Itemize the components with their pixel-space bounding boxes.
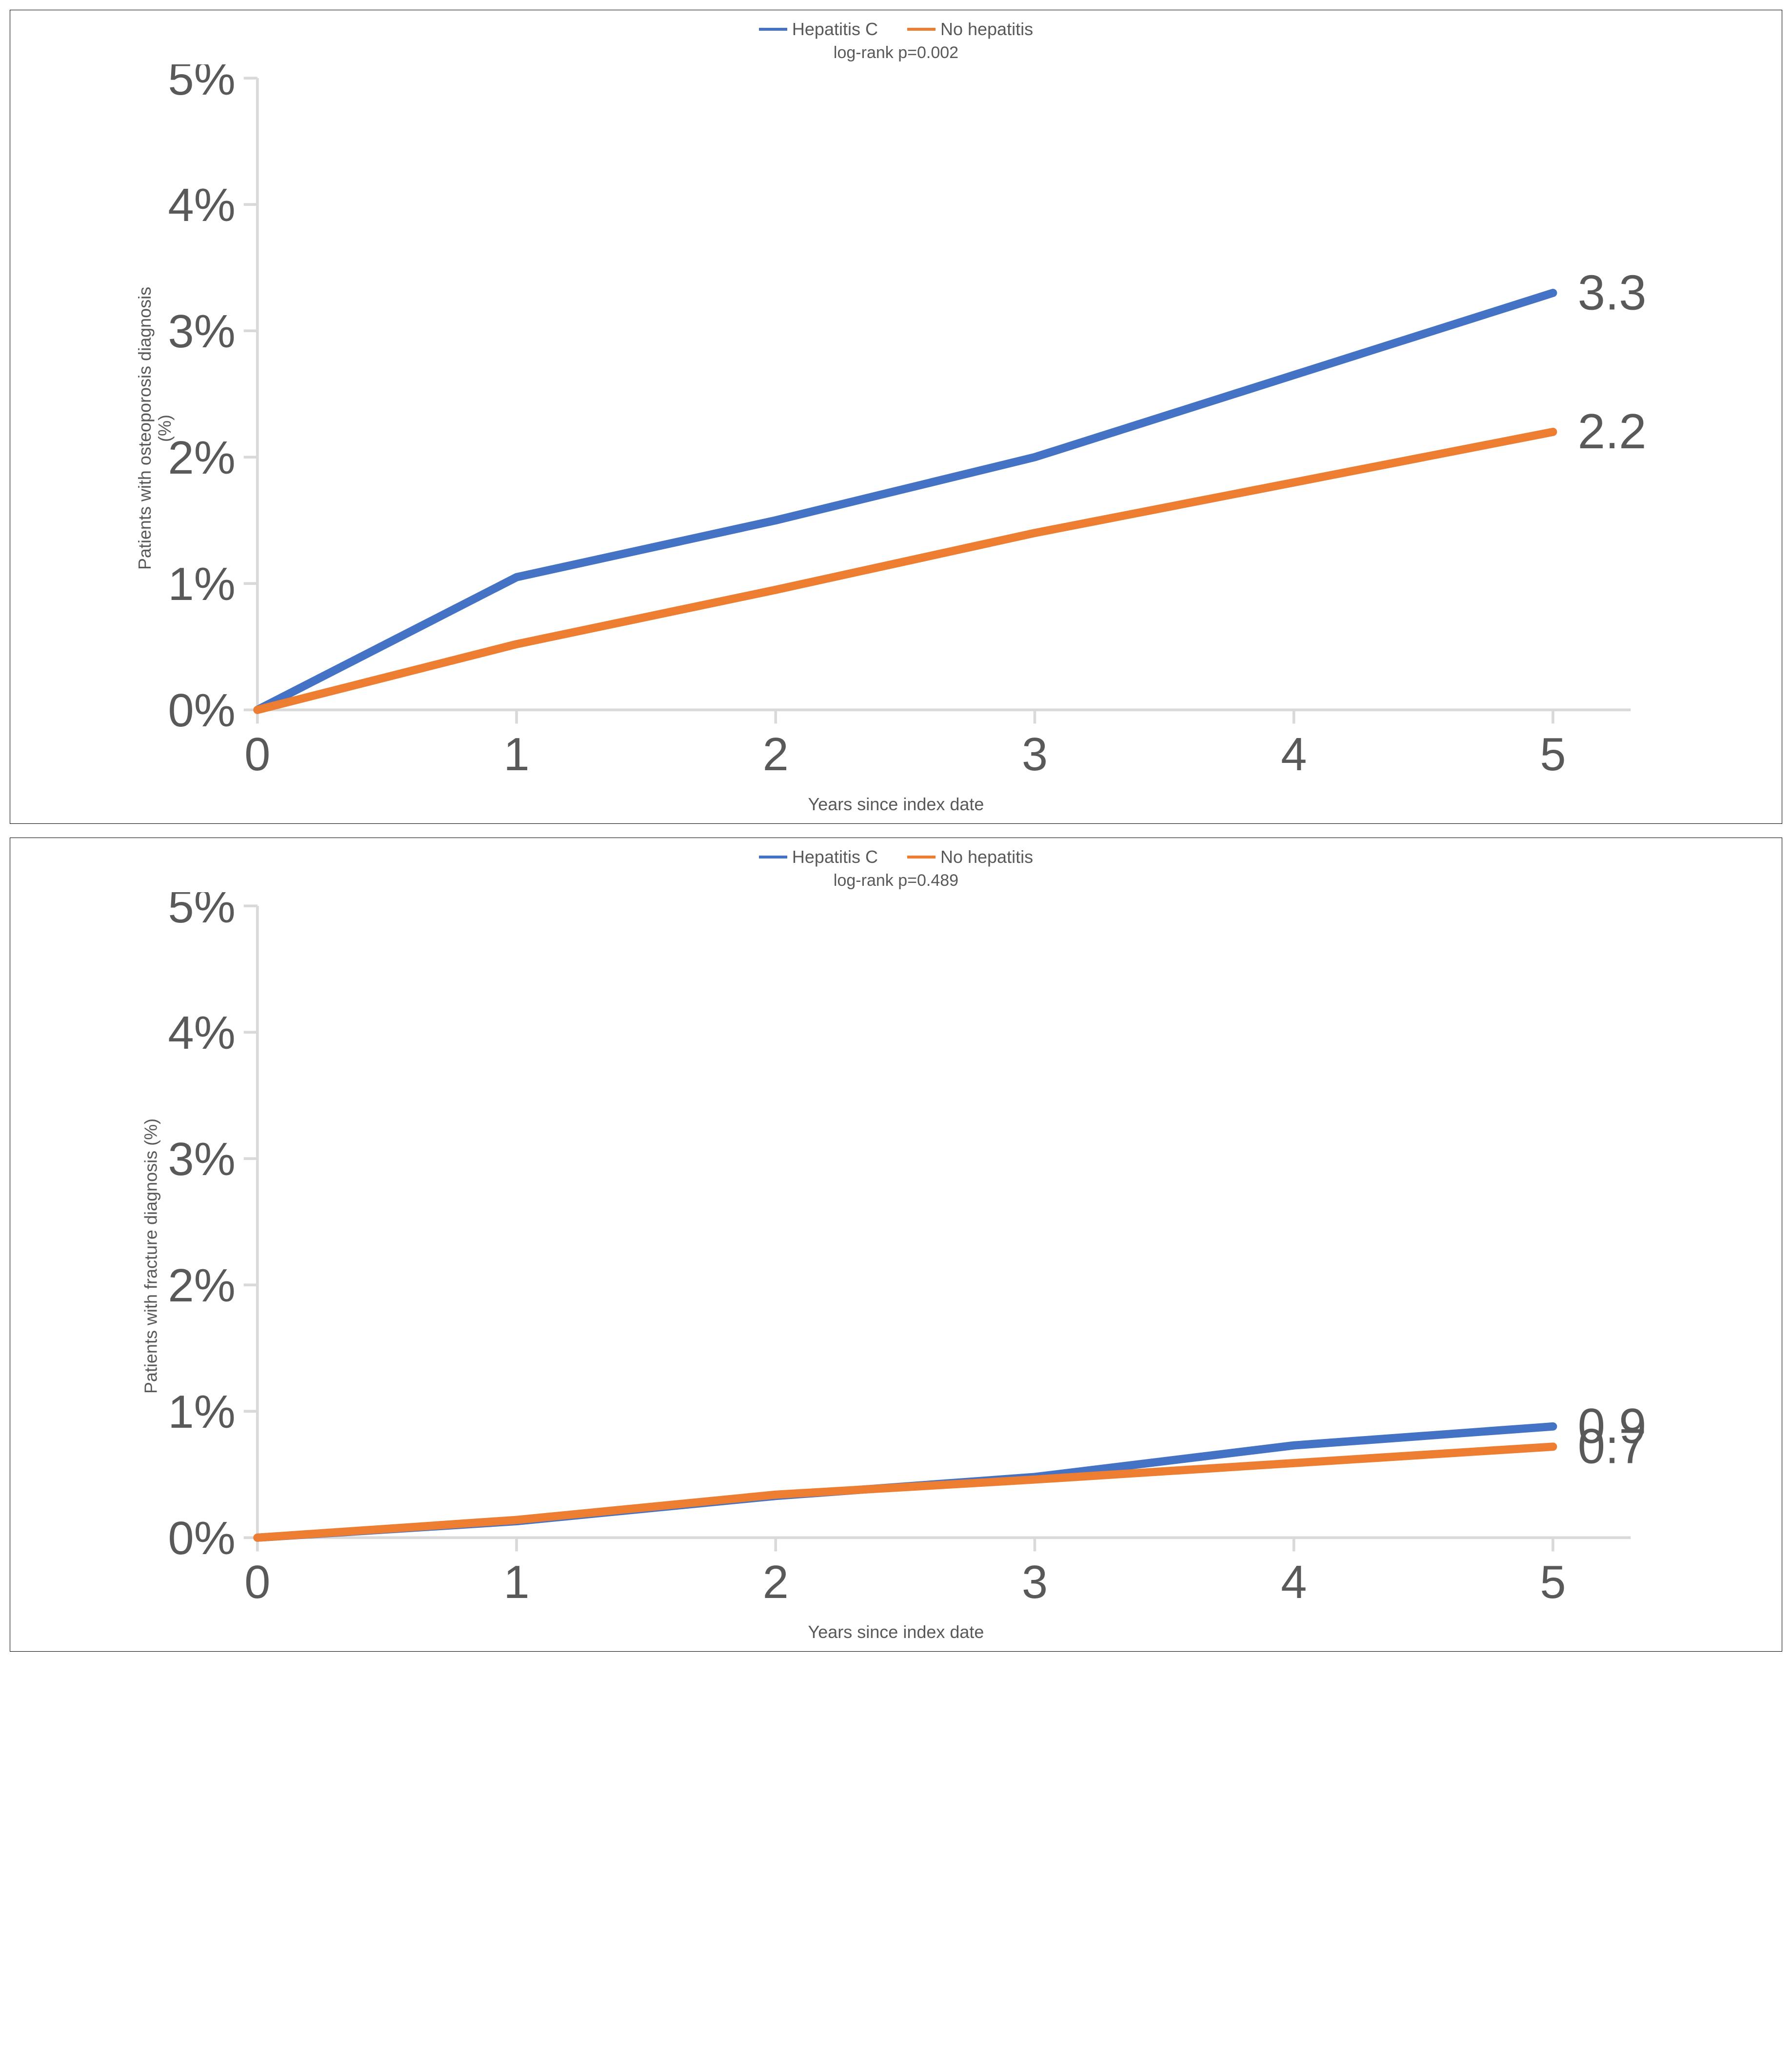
legend-label: Hepatitis C — [792, 847, 878, 867]
x-tick-label: 3 — [1022, 728, 1048, 780]
y-tick-label: 2% — [168, 432, 235, 484]
series-end-label: 3.3 — [1578, 265, 1647, 320]
series-line — [258, 293, 1553, 710]
y-tick-label: 1% — [168, 558, 235, 610]
legend-swatch — [759, 28, 787, 31]
annotation-text: log-rank p=0.002 — [10, 43, 1782, 62]
chart-panel-fracture: Hepatitis C No hepatitis log-rank p=0.489 P… — [10, 838, 1782, 1652]
legend-swatch — [907, 28, 936, 31]
x-axis-label: Years since index date — [10, 794, 1782, 823]
x-axis-label: Years since index date — [10, 1622, 1782, 1651]
x-tick-label: 1 — [503, 728, 529, 780]
legend-swatch — [907, 856, 936, 859]
x-tick-label: 5 — [1540, 1556, 1566, 1608]
legend: Hepatitis C No hepatitis — [10, 10, 1782, 42]
legend-item: Hepatitis C — [759, 847, 878, 867]
legend-item: Hepatitis C — [759, 19, 878, 40]
y-axis-label: Patients with osteoporosis diagnosis (%) — [135, 287, 175, 570]
figure-root: Hepatitis C No hepatitis log-rank p=0.002 P… — [10, 10, 1782, 1652]
legend-swatch — [759, 856, 787, 859]
y-tick-label: 3% — [168, 1133, 235, 1185]
x-tick-label: 2 — [763, 728, 789, 780]
plot-area: Patients with fracture diagnosis (%) 0% 1%… — [10, 892, 1782, 1620]
legend-item: No hepatitis — [907, 847, 1033, 867]
plot-area: Patients with osteoporosis diagnosis (%)… — [10, 64, 1782, 792]
x-tick-label: 3 — [1022, 1556, 1048, 1608]
y-tick-label: 4% — [168, 1007, 235, 1059]
series-line — [258, 432, 1553, 710]
legend-item: No hepatitis — [907, 19, 1033, 40]
legend-label: No hepatitis — [940, 847, 1033, 867]
y-tick-label: 0% — [168, 1512, 235, 1564]
x-tick-label: 0 — [244, 728, 270, 780]
y-tick-label: 5% — [168, 892, 235, 933]
y-tick-label: 4% — [168, 179, 235, 231]
y-tick-label: 1% — [168, 1386, 235, 1438]
y-axis-label: Patients with fracture diagnosis (%) — [140, 1118, 160, 1394]
x-tick-label: 1 — [503, 1556, 529, 1608]
x-tick-label: 4 — [1281, 1556, 1307, 1608]
y-tick-label: 2% — [168, 1259, 235, 1312]
y-tick-label: 3% — [168, 305, 235, 358]
legend-label: No hepatitis — [940, 19, 1033, 40]
legend-label: Hepatitis C — [792, 19, 878, 40]
legend: Hepatitis C No hepatitis — [10, 838, 1782, 870]
x-tick-label: 4 — [1281, 728, 1307, 780]
y-tick-label: 5% — [168, 64, 235, 105]
series-end-label: 2.2 — [1578, 404, 1647, 459]
x-tick-label: 2 — [763, 1556, 789, 1608]
series-end-label: 0.7 — [1578, 1419, 1647, 1474]
y-tick-label: 0% — [168, 684, 235, 737]
chart-panel-osteoporosis: Hepatitis C No hepatitis log-rank p=0.002 P… — [10, 10, 1782, 824]
series-line — [258, 1447, 1553, 1538]
chart-svg: 0% 1% 2% 3% 4% 5% 0 1 2 3 4 5 3.3 2.2 — [10, 64, 1782, 792]
annotation-text: log-rank p=0.489 — [10, 871, 1782, 890]
x-tick-label: 5 — [1540, 728, 1566, 780]
chart-svg: 0%1%2%3%4%5%0123450.90.7 — [10, 892, 1782, 1620]
x-tick-label: 0 — [244, 1556, 270, 1608]
